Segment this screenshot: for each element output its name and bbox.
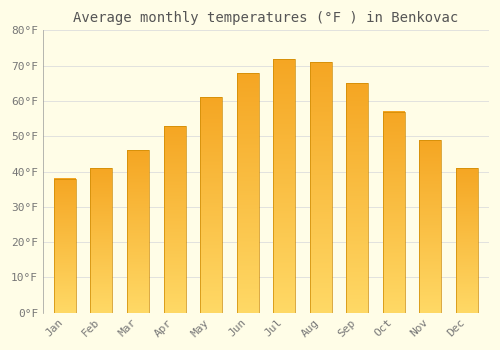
- Bar: [310, 62, 332, 313]
- Bar: [383, 112, 405, 313]
- Bar: [90, 168, 112, 313]
- Bar: [164, 126, 186, 313]
- Bar: [346, 83, 368, 313]
- Bar: [273, 59, 295, 313]
- Bar: [127, 150, 149, 313]
- Bar: [456, 168, 478, 313]
- Bar: [54, 178, 76, 313]
- Title: Average monthly temperatures (°F ) in Benkovac: Average monthly temperatures (°F ) in Be…: [74, 11, 458, 25]
- Bar: [200, 97, 222, 313]
- Bar: [236, 73, 258, 313]
- Bar: [420, 140, 442, 313]
